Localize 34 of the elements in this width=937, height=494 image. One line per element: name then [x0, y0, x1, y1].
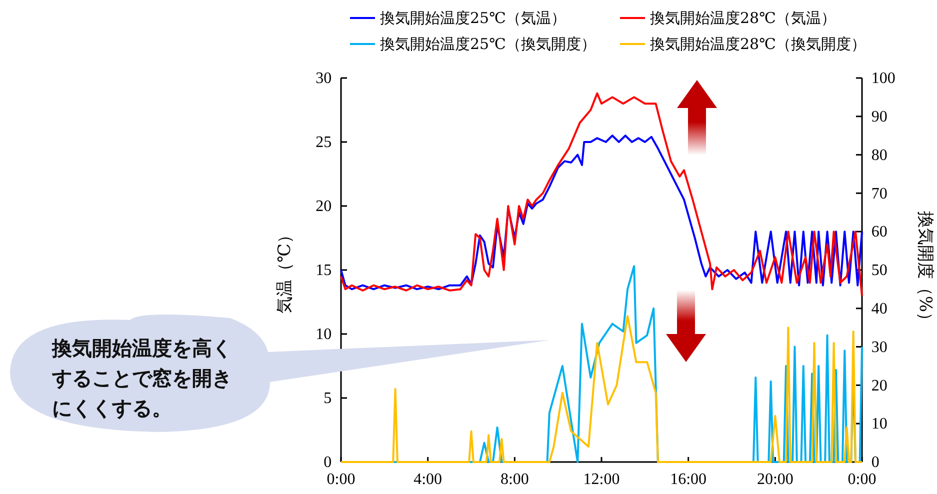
legend-label: 換気開始温度25℃（換気開度）	[380, 35, 596, 53]
y2-tick-label: 100	[871, 70, 896, 88]
text: 換気開始温度を高くすることで窓を開きにくくする。	[51, 336, 232, 420]
y-axis-title: 気温（℃）	[275, 226, 295, 314]
y2-tick-label: 70	[871, 185, 888, 202]
x-tick-label: 8:00	[500, 471, 529, 488]
y2-tick-label: 90	[871, 108, 888, 126]
x-tick-label: 4:00	[414, 471, 442, 488]
legend-label: 換気開始温度25℃（気温）	[380, 9, 566, 27]
y2-tick-label: 40	[871, 300, 888, 318]
y-tick-label: 5	[324, 390, 332, 408]
legend-label: 換気開始温度28℃（気温）	[650, 9, 836, 27]
x-tick-label: 20:00	[756, 471, 794, 488]
x-tick-label: 0:00	[326, 471, 356, 488]
y2-tick-label: 60	[871, 224, 888, 241]
line-series	[340, 92, 863, 297]
y2-tick-label: 10	[871, 416, 888, 433]
x-tick-label: 12:00	[583, 471, 620, 488]
x-tick-label: 0:00	[848, 471, 876, 488]
legend-label: 換気開始温度28℃（換気開度）	[650, 35, 866, 53]
y2-tick-label: 20	[871, 377, 888, 394]
y-tick-label: 20	[316, 198, 332, 216]
y-tick-label: 0	[324, 454, 332, 472]
y-tick-label: 15	[316, 262, 332, 280]
y-tick-label: 25	[316, 134, 332, 152]
y2-axis-title: 換気開度（%）	[915, 210, 935, 330]
y2-tick-label: 0	[871, 454, 880, 472]
line-series	[340, 134, 863, 290]
y-tick-label: 10	[316, 326, 332, 344]
y2-tick-label: 30	[871, 338, 888, 356]
y2-tick-label: 50	[871, 262, 888, 280]
x-tick-label: 16:00	[670, 471, 707, 488]
y-tick-label: 30	[316, 70, 332, 88]
y2-tick-label: 80	[871, 146, 888, 164]
